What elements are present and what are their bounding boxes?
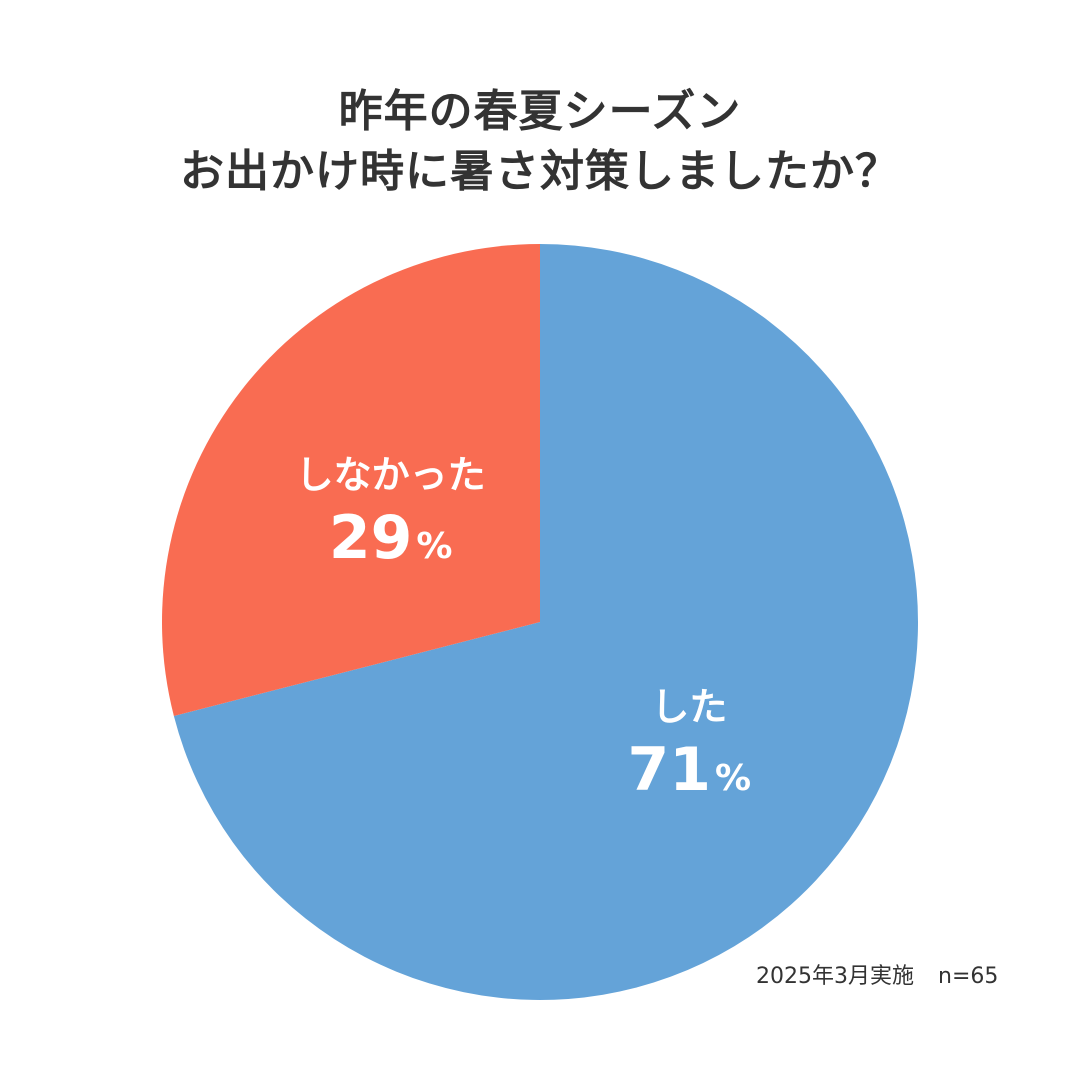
slice-label-1: した xyxy=(651,685,727,729)
chart-title: 昨年の春夏シーズン お出かけ時に暑さ対策しましたか？ xyxy=(0,82,1080,202)
chart-title-line-1: 昨年の春夏シーズン xyxy=(338,86,742,137)
chart-title-line-2: お出かけ時に暑さ対策しましたか？ xyxy=(180,146,900,197)
slice-value-1: 71% xyxy=(628,735,752,805)
sample-size: n=65 xyxy=(938,964,999,989)
pie-slice-2 xyxy=(161,244,540,717)
slice-label-2: しなかった xyxy=(296,453,486,497)
survey-date: 2025年3月実施 xyxy=(756,964,914,989)
survey-footnote: 2025年3月実施 n=65 xyxy=(756,958,998,990)
slice-value-2: 29% xyxy=(329,503,453,573)
pie-slice-1 xyxy=(173,244,919,1000)
